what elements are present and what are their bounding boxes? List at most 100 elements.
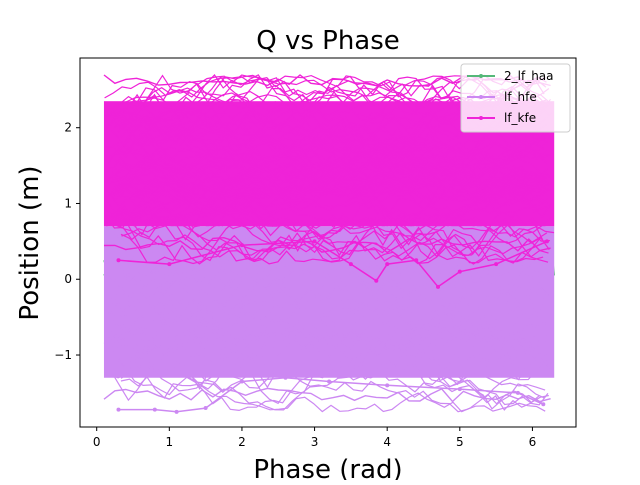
legend-box [460,63,571,133]
trajectory-line-lf-hfe [120,332,549,411]
legend-marker [479,74,483,78]
trajectory-line-lf-hfe [103,239,550,296]
y-tick-label: 0 [64,272,72,286]
data-point-lf-kfe [167,262,172,267]
data-point-lf-hfe [116,407,121,412]
data-point-lf-kfe [116,258,121,263]
trajectory-line-lf-hfe [104,293,550,321]
trajectory-line-lf-kfe [119,214,548,257]
trajectory-line-lf-kfe [106,176,544,260]
trajectory-line-lf-kfe [105,181,551,216]
trajectory-line-lf-hfe [117,278,546,335]
trajectory-line-lf-kfe [111,166,549,204]
y-tick-label: 2 [64,121,72,135]
trajectory-line-lf-kfe [110,141,548,238]
data-point-lf-kfe [374,278,379,283]
trajectory-line-lf-kfe [104,103,550,166]
x-axis-label: Phase (rad) [253,455,402,480]
data-point-lf-kfe [457,269,462,274]
data-point-lf-kfe [348,262,353,267]
trajectory-line-lf-hfe [120,266,549,379]
trajectory-line-lf-hfe [110,250,548,370]
trajectory-line-lf-hfe [109,362,546,411]
trajectory-line-lf-kfe [106,165,552,184]
trajectory-line-lf-hfe [114,297,543,362]
trajectory-line-lf-hfe [114,210,543,267]
legend-label: lf_hfe [504,90,537,104]
x-tick-label: 4 [383,435,391,449]
data-point-lf-hfe [152,407,157,412]
trajectory-line-lf-hfe [107,305,553,358]
trajectory-line-lf-hfe [106,326,544,356]
trajectory-line-lf-kfe [119,149,547,205]
data-point-lf-kfe [494,262,499,267]
trajectory-line-lf-hfe [118,348,546,413]
trajectory-line-lf-kfe [117,109,546,160]
trajectory-line-lf-kfe [119,108,548,153]
data-point-lf-hfe [541,402,546,407]
trajectory-line-lf-kfe [106,197,543,229]
data-point-lf-kfe [436,284,441,289]
legend: 2_lf_haa lf_hfe lf_kfe [460,63,571,133]
trajectory-line-lf-hfe [104,334,550,373]
trajectory-line-lf-kfe [114,151,543,216]
x-tick-label: 5 [456,435,464,449]
trajectory-line-lf-hfe [110,263,548,402]
trajectory-line-lf-kfe [106,217,552,262]
x-axis-ticks: 0 1 2 3 4 5 6 [93,427,536,449]
outlier-line-lf-kfe [118,240,548,288]
trajectory-line-lf-hfe [110,302,547,389]
data-point-lf-kfe [312,239,317,244]
data-point-lf-hfe [239,379,244,384]
series-lf-hfe [103,206,555,414]
envelope-bottom-lf-kfe [103,236,551,254]
trajectory-line-lf-kfe [119,77,547,206]
data-point-lf-kfe [544,239,549,244]
data-point-lf-kfe [385,262,390,267]
legend-marker [479,95,483,99]
series-lf-kfe [103,74,555,289]
envelope-bottom-lf-hfe [103,387,551,403]
x-tick-label: 0 [93,435,101,449]
trajectory-line-lf-kfe [113,150,541,202]
trajectory-line-lf-hfe [116,329,545,412]
trajectory-line-lf-kfe [114,132,551,173]
chart-title: Q vs Phase [256,26,400,56]
trajectory-line-lf-hfe [116,256,545,343]
x-tick-label: 2 [238,435,246,449]
legend-label: 2_lf_haa [504,69,554,83]
x-tick-label: 3 [311,435,319,449]
trajectory-line-lf-hfe [112,343,549,381]
data-point-lf-hfe [385,383,390,388]
data-point-lf-hfe [174,409,179,414]
trajectory-line-lf-hfe [115,335,552,369]
data-point-lf-hfe [283,375,288,380]
trajectory-line-lf-hfe [105,281,551,315]
legend-label: lf_kfe [504,111,536,125]
trajectory-line-lf-hfe [112,262,549,297]
data-point-lf-hfe [203,406,208,411]
legend-marker [479,116,483,120]
series-layer [103,74,555,414]
plot-frame [79,57,577,428]
x-tick-label: 6 [529,435,537,449]
trajectory-line-lf-kfe [109,194,555,240]
trajectory-line-lf-hfe [113,329,550,379]
trajectory-line-lf-hfe [113,245,542,291]
y-axis-ticks: −1 0 1 2 [54,121,80,362]
data-point-lf-hfe [327,379,332,384]
trajectory-line-lf-kfe [120,112,549,202]
data-point-lf-kfe [414,258,419,263]
data-point-lf-kfe [239,243,244,248]
data-point-lf-hfe [515,390,520,395]
data-point-lf-hfe [457,387,462,392]
y-tick-label: 1 [64,196,72,210]
trajectory-line-lf-kfe [120,109,549,163]
y-axis-label: Position (m) [15,165,45,320]
trajectory-line-lf-kfe [119,159,547,199]
trajectory-line-lf-hfe [108,298,545,386]
trajectory-line-lf-kfe [120,175,540,256]
trajectory-line-lf-kfe [104,169,550,263]
